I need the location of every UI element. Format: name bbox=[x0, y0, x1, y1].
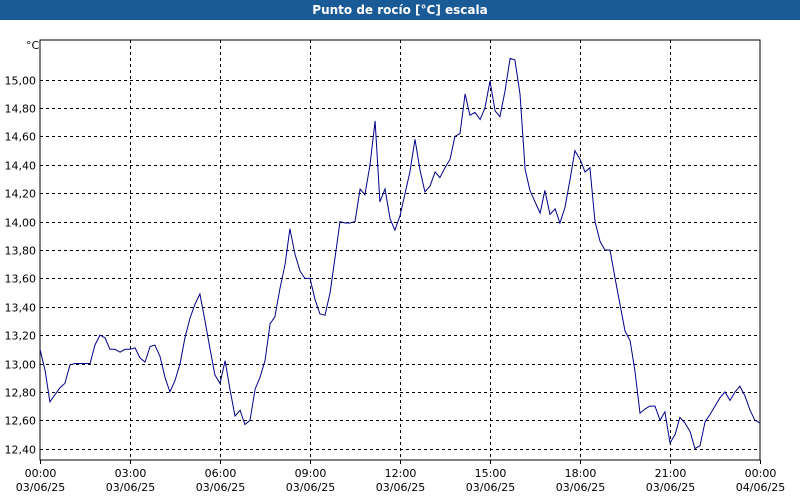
x-tick-time-label: 03:00 bbox=[115, 467, 147, 480]
y-tick-label: 14,00 bbox=[5, 217, 37, 230]
y-tick-label: 13,60 bbox=[5, 273, 37, 286]
x-tick-date-label: 03/06/25 bbox=[16, 481, 65, 494]
y-tick-label: 14,80 bbox=[5, 103, 37, 116]
y-tick-label: 13,00 bbox=[5, 359, 37, 372]
y-tick-label: 14,40 bbox=[5, 160, 37, 173]
y-axis-unit-label: °C bbox=[26, 39, 40, 52]
dew-point-chart: 12,40 12,60 12,80 13,00 13,20 13,40 13,60 13,80… bbox=[5, 39, 786, 494]
x-tick-date-label: 03/06/25 bbox=[466, 481, 515, 494]
chart-title: Punto de rocío [°C] escala bbox=[312, 3, 488, 17]
y-axis-labels: 12,40 12,60 12,80 13,00 13,20 13,40 13,60 13,80… bbox=[5, 75, 37, 457]
plot-frame bbox=[39, 39, 761, 461]
series-line bbox=[39, 57, 761, 450]
y-tick-label: 14,20 bbox=[5, 188, 37, 201]
x-tick-date-label: 03/06/25 bbox=[106, 481, 155, 494]
x-tick-date-label: 03/06/25 bbox=[376, 481, 425, 494]
x-tick-time-label: 15:00 bbox=[475, 467, 507, 480]
x-tick-date-label: 04/06/25 bbox=[736, 481, 785, 494]
x-tick-time-label: 00:00 bbox=[25, 467, 57, 480]
y-tick-label: 12,60 bbox=[5, 415, 37, 428]
y-tick-label: 13,80 bbox=[5, 245, 37, 258]
y-tick-label: 15,00 bbox=[5, 75, 37, 88]
x-tick-date-label: 03/06/25 bbox=[646, 481, 695, 494]
x-tick-time-label: 06:00 bbox=[205, 467, 237, 480]
grid-lines bbox=[40, 40, 761, 464]
x-tick-date-label: 03/06/25 bbox=[196, 481, 245, 494]
y-tick-label: 14,60 bbox=[5, 131, 37, 144]
y-tick-label: 12,80 bbox=[5, 387, 37, 400]
y-tick-label: 13,20 bbox=[5, 330, 37, 343]
x-tick-time-label: 00:00 bbox=[745, 467, 777, 480]
x-axis-labels: 00:0003/06/2503:0003/06/2506:0003/06/250… bbox=[16, 467, 785, 494]
x-tick-time-label: 18:00 bbox=[565, 467, 597, 480]
x-tick-time-label: 09:00 bbox=[295, 467, 327, 480]
y-tick-label: 12,40 bbox=[5, 444, 37, 457]
x-tick-date-label: 03/06/25 bbox=[286, 481, 335, 494]
x-tick-time-label: 12:00 bbox=[385, 467, 417, 480]
x-tick-date-label: 03/06/25 bbox=[556, 481, 605, 494]
y-tick-label: 13,40 bbox=[5, 302, 37, 315]
x-tick-time-label: 21:00 bbox=[655, 467, 687, 480]
chart-area: 12,40 12,60 12,80 13,00 13,20 13,40 13,60 13,80… bbox=[0, 20, 800, 500]
chart-title-bar: Punto de rocío [°C] escala bbox=[0, 0, 800, 20]
